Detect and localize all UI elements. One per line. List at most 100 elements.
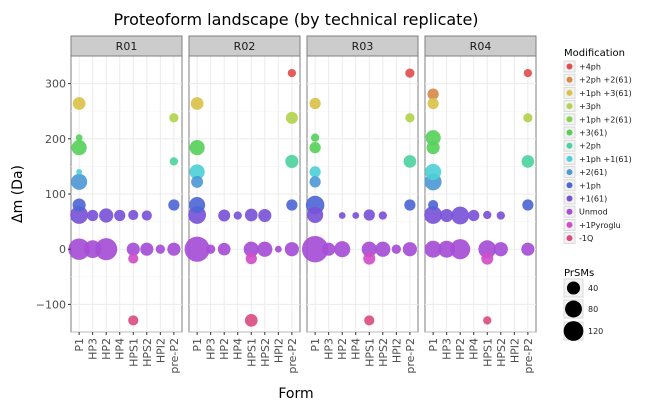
y-tick-label: 100 — [45, 188, 66, 201]
size-legend-label: 40 — [588, 284, 598, 293]
data-point — [189, 164, 205, 180]
x-tick-label: P1 — [309, 338, 322, 352]
data-point — [493, 242, 508, 257]
data-point — [128, 209, 139, 221]
data-point — [286, 199, 298, 211]
data-point — [522, 199, 534, 211]
legend-swatch — [566, 155, 573, 162]
data-point — [402, 242, 417, 257]
data-point — [352, 212, 360, 219]
x-tick-label: HP3 — [205, 338, 218, 360]
data-point — [427, 88, 439, 100]
data-point — [523, 113, 533, 123]
facet-panel-r04: R04 P1 HP3 HP2 HP4 HPS1 HPS2 HPI2 pre-P2 — [424, 35, 537, 374]
facet-label: R02 — [234, 40, 256, 53]
x-tick-label: HPI2 — [272, 338, 285, 363]
data-point — [364, 315, 375, 326]
x-tick-label: HPI2 — [390, 338, 403, 363]
data-point — [451, 206, 470, 225]
facet-label: R04 — [470, 40, 492, 53]
x-axis-label: Form — [278, 386, 313, 402]
data-point — [217, 242, 231, 256]
data-point — [206, 244, 216, 254]
data-point — [425, 130, 441, 146]
data-point — [155, 244, 165, 254]
x-tick-label: HP2 — [336, 338, 349, 360]
legend-label: +2ph +2(61) — [579, 76, 632, 85]
data-point — [167, 242, 181, 256]
data-point — [521, 242, 535, 256]
data-point — [375, 241, 391, 257]
data-point — [363, 209, 375, 221]
data-point — [191, 175, 204, 188]
data-point — [309, 97, 321, 110]
size-legend-label: 80 — [588, 305, 598, 314]
data-point — [274, 245, 282, 253]
data-point — [309, 166, 321, 178]
data-point — [307, 206, 324, 224]
x-tick-label: HP3 — [87, 338, 100, 360]
data-point — [478, 240, 497, 259]
legend-label: -1Q — [579, 234, 593, 243]
data-point — [190, 97, 204, 110]
data-point — [338, 212, 346, 219]
data-point — [424, 206, 443, 224]
x-tick-label: P1 — [427, 338, 440, 352]
data-point — [287, 68, 297, 78]
x-tick-label: pre-P2 — [404, 338, 417, 374]
x-tick-label: HPI2 — [508, 338, 521, 363]
data-point — [285, 111, 298, 124]
legend-label: +2(61) — [579, 168, 607, 177]
data-point — [468, 209, 480, 222]
data-point — [244, 208, 258, 222]
data-point — [450, 239, 471, 260]
legend-swatch — [566, 129, 573, 136]
data-point — [378, 211, 387, 220]
data-point — [334, 241, 351, 258]
data-point — [301, 236, 329, 263]
facet-strip — [188, 35, 301, 57]
data-point — [284, 242, 299, 257]
data-point — [244, 314, 258, 327]
facet-panel-r03: R03 P1 HP3 HP2 HP4 HPS1 HPS2 HPI2 pre-P2 — [301, 35, 419, 374]
legend-label: +1ph — [579, 181, 601, 190]
data-point — [496, 211, 505, 220]
data-point — [361, 241, 377, 257]
data-point — [95, 238, 118, 261]
facet-label: R01 — [116, 40, 138, 53]
data-point — [71, 173, 88, 190]
x-tick-label: HPS1 — [363, 338, 376, 367]
facet-strip — [424, 35, 537, 57]
legend-label: +1(61) — [579, 195, 607, 204]
x-tick-label: HPS2 — [259, 338, 272, 367]
data-point — [140, 242, 154, 256]
y-tick-label: −100 — [36, 298, 66, 311]
data-point — [168, 199, 180, 211]
x-tick-label: HPI2 — [154, 338, 167, 363]
legend-label: Unmod — [579, 208, 608, 217]
x-tick-label: HPS1 — [127, 338, 140, 367]
data-point — [483, 316, 492, 325]
x-tick-label: pre-P2 — [522, 338, 535, 374]
data-point — [405, 113, 415, 123]
legend-swatch — [566, 89, 573, 96]
y-tick-label: 200 — [45, 133, 66, 146]
facet-label: R03 — [352, 40, 374, 53]
x-tick-label: HP2 — [100, 338, 113, 360]
x-tick-label: HPS2 — [377, 338, 390, 367]
data-point — [309, 142, 321, 154]
legend-label: +3ph — [579, 102, 601, 111]
x-tick-label: HPS1 — [245, 338, 258, 367]
data-point — [71, 140, 87, 156]
data-point — [83, 240, 102, 259]
legend-swatch — [566, 116, 573, 123]
legend-swatch — [566, 182, 573, 189]
data-point — [258, 208, 272, 223]
data-point — [523, 68, 533, 78]
legend-swatch — [566, 195, 573, 202]
data-point — [76, 168, 83, 175]
data-point — [169, 157, 179, 166]
data-point — [405, 68, 415, 78]
data-point — [428, 199, 439, 211]
